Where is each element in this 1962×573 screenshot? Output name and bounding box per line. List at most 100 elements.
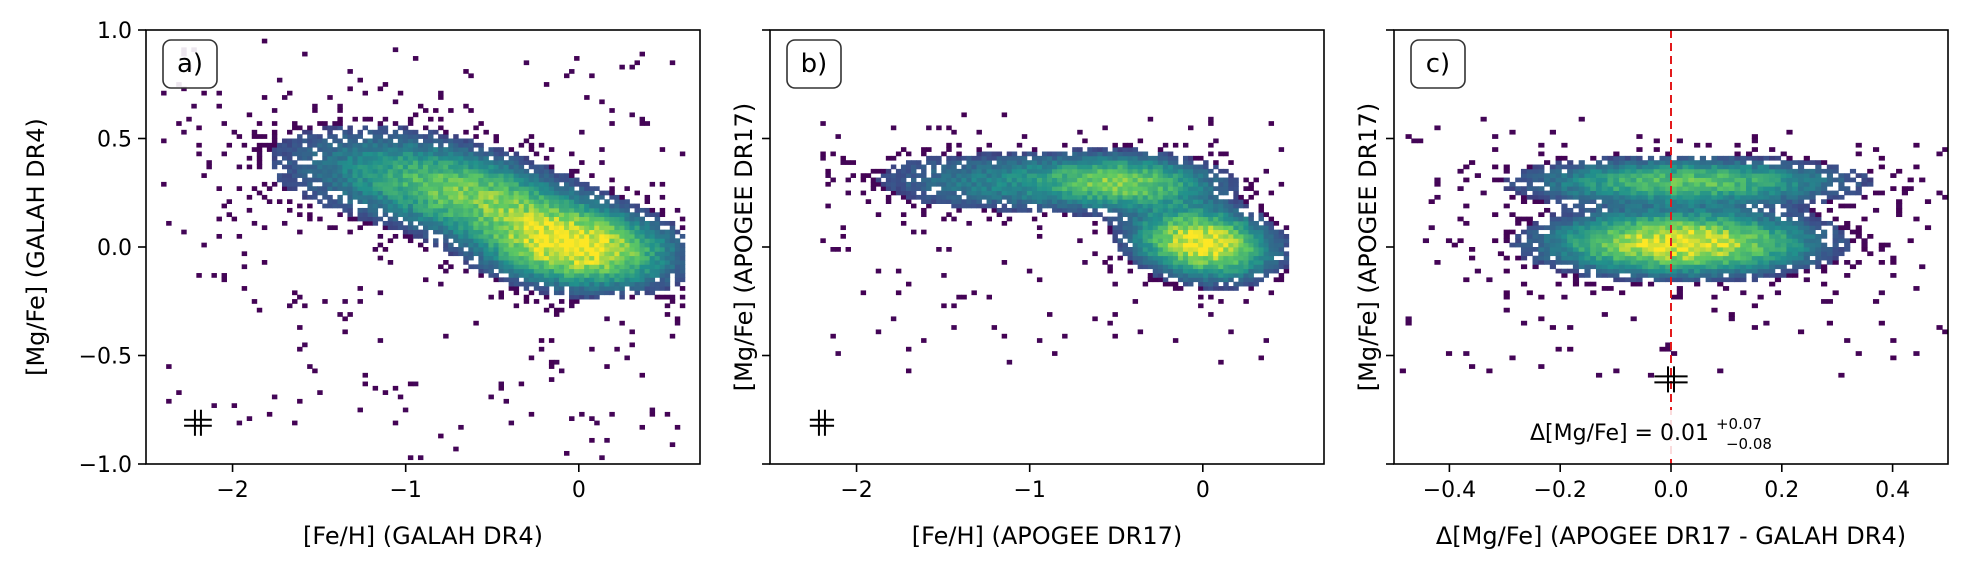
heatmap-cell [226,212,233,218]
heatmap-cell [543,164,550,170]
heatmap-cell [659,277,666,283]
heatmap-cell [523,199,530,204]
heatmap-cell [674,229,681,235]
heatmap-cell [1555,242,1562,248]
heatmap-cell [1630,233,1637,239]
heatmap-cell [448,160,454,165]
heatmap-cell [518,238,525,244]
heatmap-cell [1137,155,1144,161]
heatmap-cell [1532,164,1539,170]
heatmap-cell [538,255,545,261]
heatmap-cell [433,220,439,226]
heatmap-cell [634,281,640,287]
heatmap-cell [508,251,515,257]
heatmap-cell [1595,194,1603,200]
heatmap-cell [1218,251,1224,257]
heatmap-cell [443,173,449,178]
heatmap-cell [1561,164,1568,170]
heatmap-cell [463,260,469,265]
heatmap-cell [523,207,530,213]
heatmap-cell [1647,160,1655,165]
heatmap-cell [458,233,464,239]
heatmap-cell [584,255,590,261]
heatmap-cell [594,277,600,283]
heatmap-cell [604,242,610,248]
heatmap-cell [1031,164,1038,170]
heatmap-cell [241,264,248,270]
heatmap-cell [402,155,409,161]
heatmap-cell [1694,186,1701,191]
heatmap-cell [1567,164,1574,170]
heatmap-cell [1619,155,1626,161]
heatmap-cell [594,255,600,261]
heatmap-cell [518,251,525,257]
heatmap-cell [1665,251,1672,257]
heatmap-cell [1147,225,1154,231]
heatmap-cell [1567,177,1574,183]
heatmap-cell [191,103,197,109]
heatmap-cell [1572,260,1580,265]
heatmap-cell [276,147,283,152]
x-tick-label: −1 [389,478,421,503]
heatmap-cell [1193,260,1199,265]
heatmap-cell [1188,268,1194,274]
heatmap-cell [513,242,520,248]
heatmap-cell [1107,168,1113,174]
heatmap-cell [1763,233,1770,239]
heatmap-cell [1699,264,1707,270]
heatmap-cell [1532,168,1539,174]
heatmap-cell [1047,190,1053,196]
heatmap-cell [584,264,590,270]
heatmap-cell [397,134,404,139]
heatmap-cell [981,181,987,187]
heatmap-cell [443,164,449,170]
heatmap-cell [357,129,363,135]
heatmap-cell [382,151,389,157]
heatmap-cell [569,177,575,183]
heatmap-cell [337,199,343,204]
heatmap-cell [352,194,358,200]
heatmap-cell [1647,207,1655,213]
heatmap-cell [1097,177,1103,183]
heatmap-cell [649,264,656,270]
heatmap-cell [312,142,318,148]
heatmap-cell [1601,155,1608,161]
heatmap-cell [1671,220,1678,226]
heatmap-cell [604,220,610,226]
heatmap-cell [281,220,288,226]
heatmap-cell [649,242,656,248]
heatmap-cell [1659,216,1666,222]
heatmap-cell [674,316,681,322]
heatmap-cell [569,216,575,222]
heatmap-cell [574,194,580,200]
heatmap-cell [1213,242,1219,248]
heatmap-cell [1208,207,1214,213]
heatmap-cell [322,194,328,200]
heatmap-cell [1624,190,1631,196]
heatmap-cell [579,186,585,191]
heatmap-cell [473,238,479,244]
heatmap-cell [407,203,414,209]
heatmap-cell [1751,203,1758,209]
heatmap-cell [1067,181,1073,187]
heatmap-cell [1127,160,1134,165]
heatmap-cell [1172,229,1179,235]
heatmap-cell [1122,177,1128,183]
heatmap-cell [1278,238,1285,244]
heatmap-cell [1665,194,1672,200]
heatmap-cell [900,190,907,196]
heatmap-cell [1122,229,1128,235]
heatmap-cell [644,238,651,244]
heatmap-cell [649,411,656,417]
heatmap-cell [1636,173,1643,178]
heatmap-cell [1728,160,1735,165]
heatmap-cell [1152,203,1159,209]
heatmap-cell [362,168,368,174]
heatmap-cell [1047,177,1053,183]
heatmap-cell [1676,181,1683,187]
heatmap-cell [1624,212,1631,218]
heatmap-cell [478,181,484,187]
heatmap-cell [538,290,545,296]
heatmap-cell [478,216,484,222]
heatmap-cell [1659,346,1666,352]
